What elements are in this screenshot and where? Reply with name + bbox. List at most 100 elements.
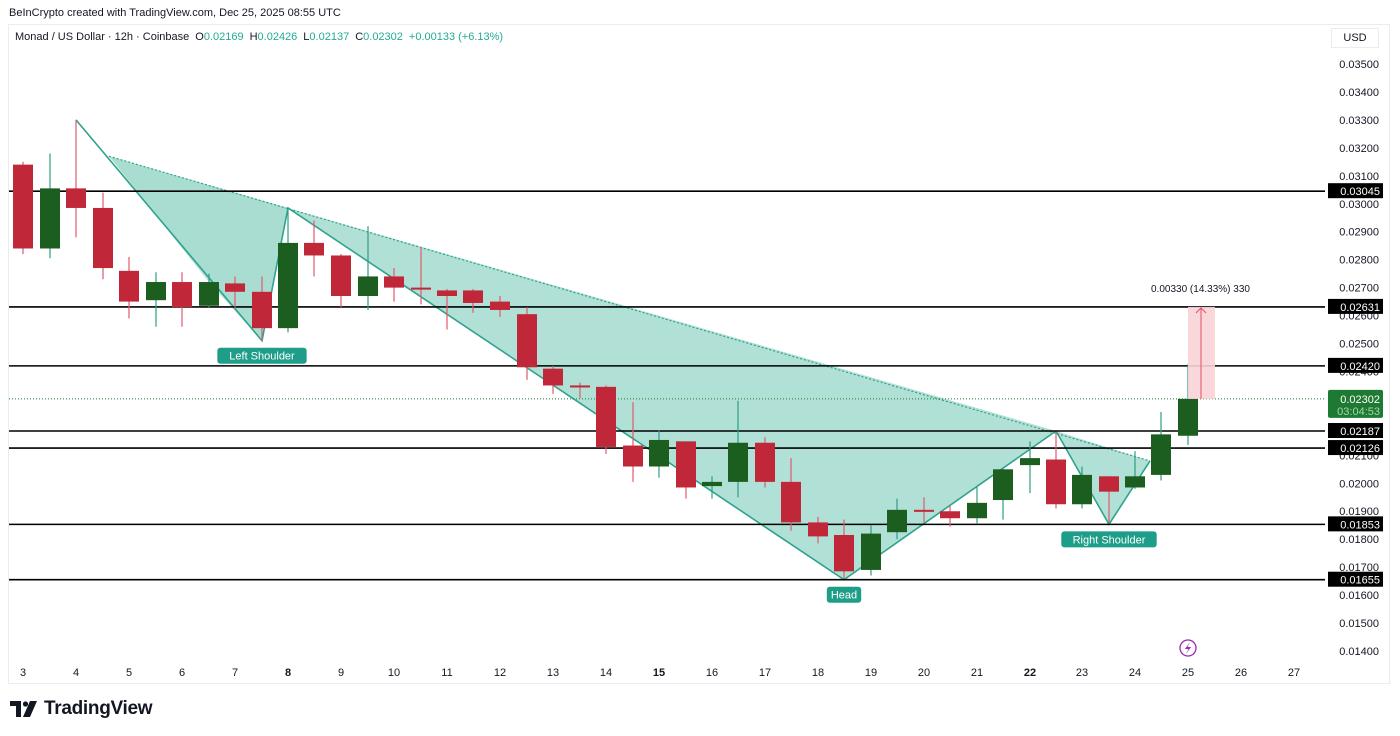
price-axis[interactable]: 0.03500 0.03400 0.03300 0.03200 0.03100 0.030…: [1325, 25, 1389, 658]
svg-text:0.02631: 0.02631: [1340, 302, 1380, 314]
candle: [808, 522, 828, 537]
candle: [172, 282, 192, 308]
svg-text:0.03000: 0.03000: [1339, 199, 1379, 211]
svg-text:21: 21: [971, 667, 983, 679]
level-price-tag: [1328, 516, 1383, 532]
svg-text:0.03045: 0.03045: [1340, 186, 1380, 198]
svg-text:6: 6: [179, 667, 185, 679]
svg-text:03:04:53: 03:04:53: [1337, 406, 1380, 418]
candle: [1125, 476, 1145, 488]
svg-text:0.02900: 0.02900: [1339, 227, 1379, 239]
candle: [570, 385, 590, 388]
tradingview-logo-text: TradingView: [44, 698, 153, 719]
candle: [1046, 459, 1066, 505]
candle: [676, 441, 696, 488]
candle: [517, 314, 537, 368]
svg-text:0.02500: 0.02500: [1339, 339, 1379, 351]
symbol-title[interactable]: Monad / US Dollar · 12h · Coinbase: [15, 31, 190, 43]
svg-text:0.02420: 0.02420: [1340, 361, 1380, 373]
candle: [490, 301, 510, 310]
candle: [940, 511, 960, 519]
level-price-tag: [1328, 440, 1383, 456]
time-axis[interactable]: 3 4 5 6 7 8 9 10 11 12 13 14 15 16 17 18 19 20 21 22 23 24 25 2…: [20, 667, 1300, 679]
low-value: 0.02137: [309, 31, 350, 43]
pattern-labels: Left Shoulder Head Right Shoulder: [217, 347, 1157, 603]
svg-text:24: 24: [1129, 667, 1141, 679]
candle: [1099, 476, 1119, 492]
symbol-legend: Monad / US Dollar · 12h · Coinbase O 0.02…: [15, 31, 503, 43]
candle: [13, 164, 33, 249]
svg-text:13: 13: [547, 667, 559, 679]
level-price-tag: [1328, 183, 1383, 199]
svg-text:25: 25: [1182, 667, 1194, 679]
open-label: O: [195, 31, 204, 43]
level-price-tag: [1328, 423, 1383, 439]
candle: [755, 442, 775, 482]
candle: [914, 509, 934, 512]
svg-text:0.01853: 0.01853: [1340, 519, 1380, 531]
level-price-tag: [1328, 357, 1383, 373]
candle: [384, 276, 404, 288]
svg-text:8: 8: [285, 667, 291, 679]
candle: [66, 188, 86, 208]
svg-text:17: 17: [759, 667, 771, 679]
chart-frame: [8, 24, 1390, 684]
svg-text:0.01800: 0.01800: [1339, 534, 1379, 546]
svg-text:0.01500: 0.01500: [1339, 618, 1379, 630]
candle: [887, 509, 907, 533]
svg-text:0.01655: 0.01655: [1340, 575, 1380, 587]
candle: [146, 282, 166, 301]
svg-text:7: 7: [232, 667, 238, 679]
candle: [781, 481, 801, 523]
high-value: 0.02426: [257, 31, 298, 43]
svg-text:3: 3: [20, 667, 26, 679]
svg-text:22: 22: [1024, 667, 1036, 679]
close-label: C: [355, 31, 364, 43]
svg-text:27: 27: [1288, 667, 1300, 679]
pattern-label: [217, 347, 307, 364]
svg-text:14: 14: [600, 667, 612, 679]
candle: [728, 442, 748, 482]
candle: [331, 255, 351, 297]
candle: [93, 207, 113, 269]
chart-credit: BeInCrypto created with TradingView.com,…: [9, 7, 341, 19]
candle: [623, 445, 643, 467]
candle: [967, 502, 987, 519]
svg-text:0.03400: 0.03400: [1339, 87, 1379, 99]
candle: [304, 242, 324, 256]
svg-text:11: 11: [441, 667, 452, 679]
candle: [199, 282, 219, 306]
candle: [463, 290, 483, 303]
candle: [437, 290, 457, 297]
change-value: +0.00133 (+6.13%): [408, 31, 504, 43]
currency-selector[interactable]: USD: [1331, 28, 1379, 48]
svg-text:0.01400: 0.01400: [1339, 646, 1379, 658]
svg-text:0.03100: 0.03100: [1339, 171, 1379, 183]
svg-text:18: 18: [812, 667, 824, 679]
low-label: L: [303, 31, 310, 43]
svg-text:12: 12: [494, 667, 506, 679]
candle: [993, 469, 1013, 501]
candle: [278, 242, 298, 329]
svg-text:0.01900: 0.01900: [1339, 506, 1379, 518]
lightning-bolt-glyph: [1185, 642, 1191, 654]
event-marker[interactable]: [1179, 639, 1197, 657]
svg-text:0.02126: 0.02126: [1340, 443, 1380, 455]
candle: [543, 368, 563, 386]
tradingview-logo[interactable]: TradingView: [10, 698, 153, 720]
svg-text:0.03500: 0.03500: [1339, 59, 1379, 71]
candle: [225, 283, 245, 292]
candle: [1072, 474, 1092, 505]
svg-text:26: 26: [1235, 667, 1247, 679]
svg-text:5: 5: [126, 667, 132, 679]
svg-text:0.02187: 0.02187: [1340, 426, 1380, 438]
svg-text:Head: Head: [831, 590, 857, 602]
svg-text:0.01700: 0.01700: [1339, 562, 1379, 574]
svg-text:0.02000: 0.02000: [1339, 478, 1379, 490]
svg-text:23: 23: [1076, 667, 1088, 679]
level-price-tag: [1328, 571, 1383, 587]
close-value: 0.02302: [363, 31, 403, 43]
candle: [596, 386, 616, 447]
candle: [411, 287, 431, 290]
